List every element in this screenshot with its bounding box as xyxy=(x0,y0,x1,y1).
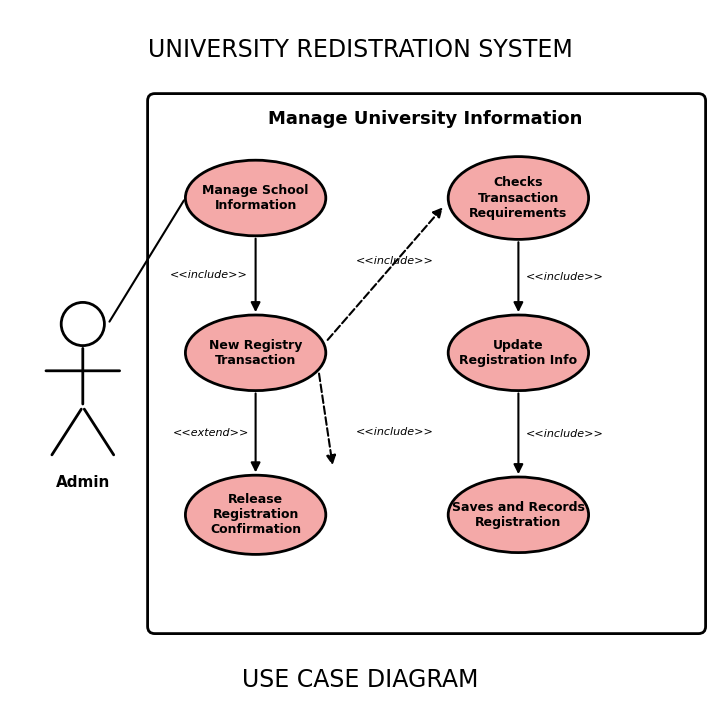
Ellipse shape xyxy=(448,156,589,239)
Text: <<include>>: <<include>> xyxy=(170,271,248,280)
Text: <<extend>>: <<extend>> xyxy=(173,428,249,438)
Text: USE CASE DIAGRAM: USE CASE DIAGRAM xyxy=(242,668,478,693)
Text: Manage University Information: Manage University Information xyxy=(268,110,582,128)
Text: <<include>>: <<include>> xyxy=(356,256,433,266)
Text: Release
Registration
Confirmation: Release Registration Confirmation xyxy=(210,493,301,536)
Text: <<include>>: <<include>> xyxy=(526,272,604,282)
FancyBboxPatch shape xyxy=(148,94,706,634)
Ellipse shape xyxy=(185,475,325,554)
Text: Update
Registration Info: Update Registration Info xyxy=(459,339,577,366)
Text: Saves and Records
Registration: Saves and Records Registration xyxy=(452,501,585,528)
Ellipse shape xyxy=(185,161,325,236)
Text: Checks
Transaction
Requirements: Checks Transaction Requirements xyxy=(469,176,567,220)
Ellipse shape xyxy=(448,315,589,390)
Text: Admin: Admin xyxy=(55,475,110,490)
Text: UNIVERSITY REDISTRATION SYSTEM: UNIVERSITY REDISTRATION SYSTEM xyxy=(148,38,572,63)
Text: <<include>>: <<include>> xyxy=(356,427,433,437)
Ellipse shape xyxy=(448,477,589,553)
Text: Manage School
Information: Manage School Information xyxy=(202,184,309,212)
Text: <<include>>: <<include>> xyxy=(526,429,604,438)
Text: New Registry
Transaction: New Registry Transaction xyxy=(209,339,302,366)
Ellipse shape xyxy=(185,315,325,390)
